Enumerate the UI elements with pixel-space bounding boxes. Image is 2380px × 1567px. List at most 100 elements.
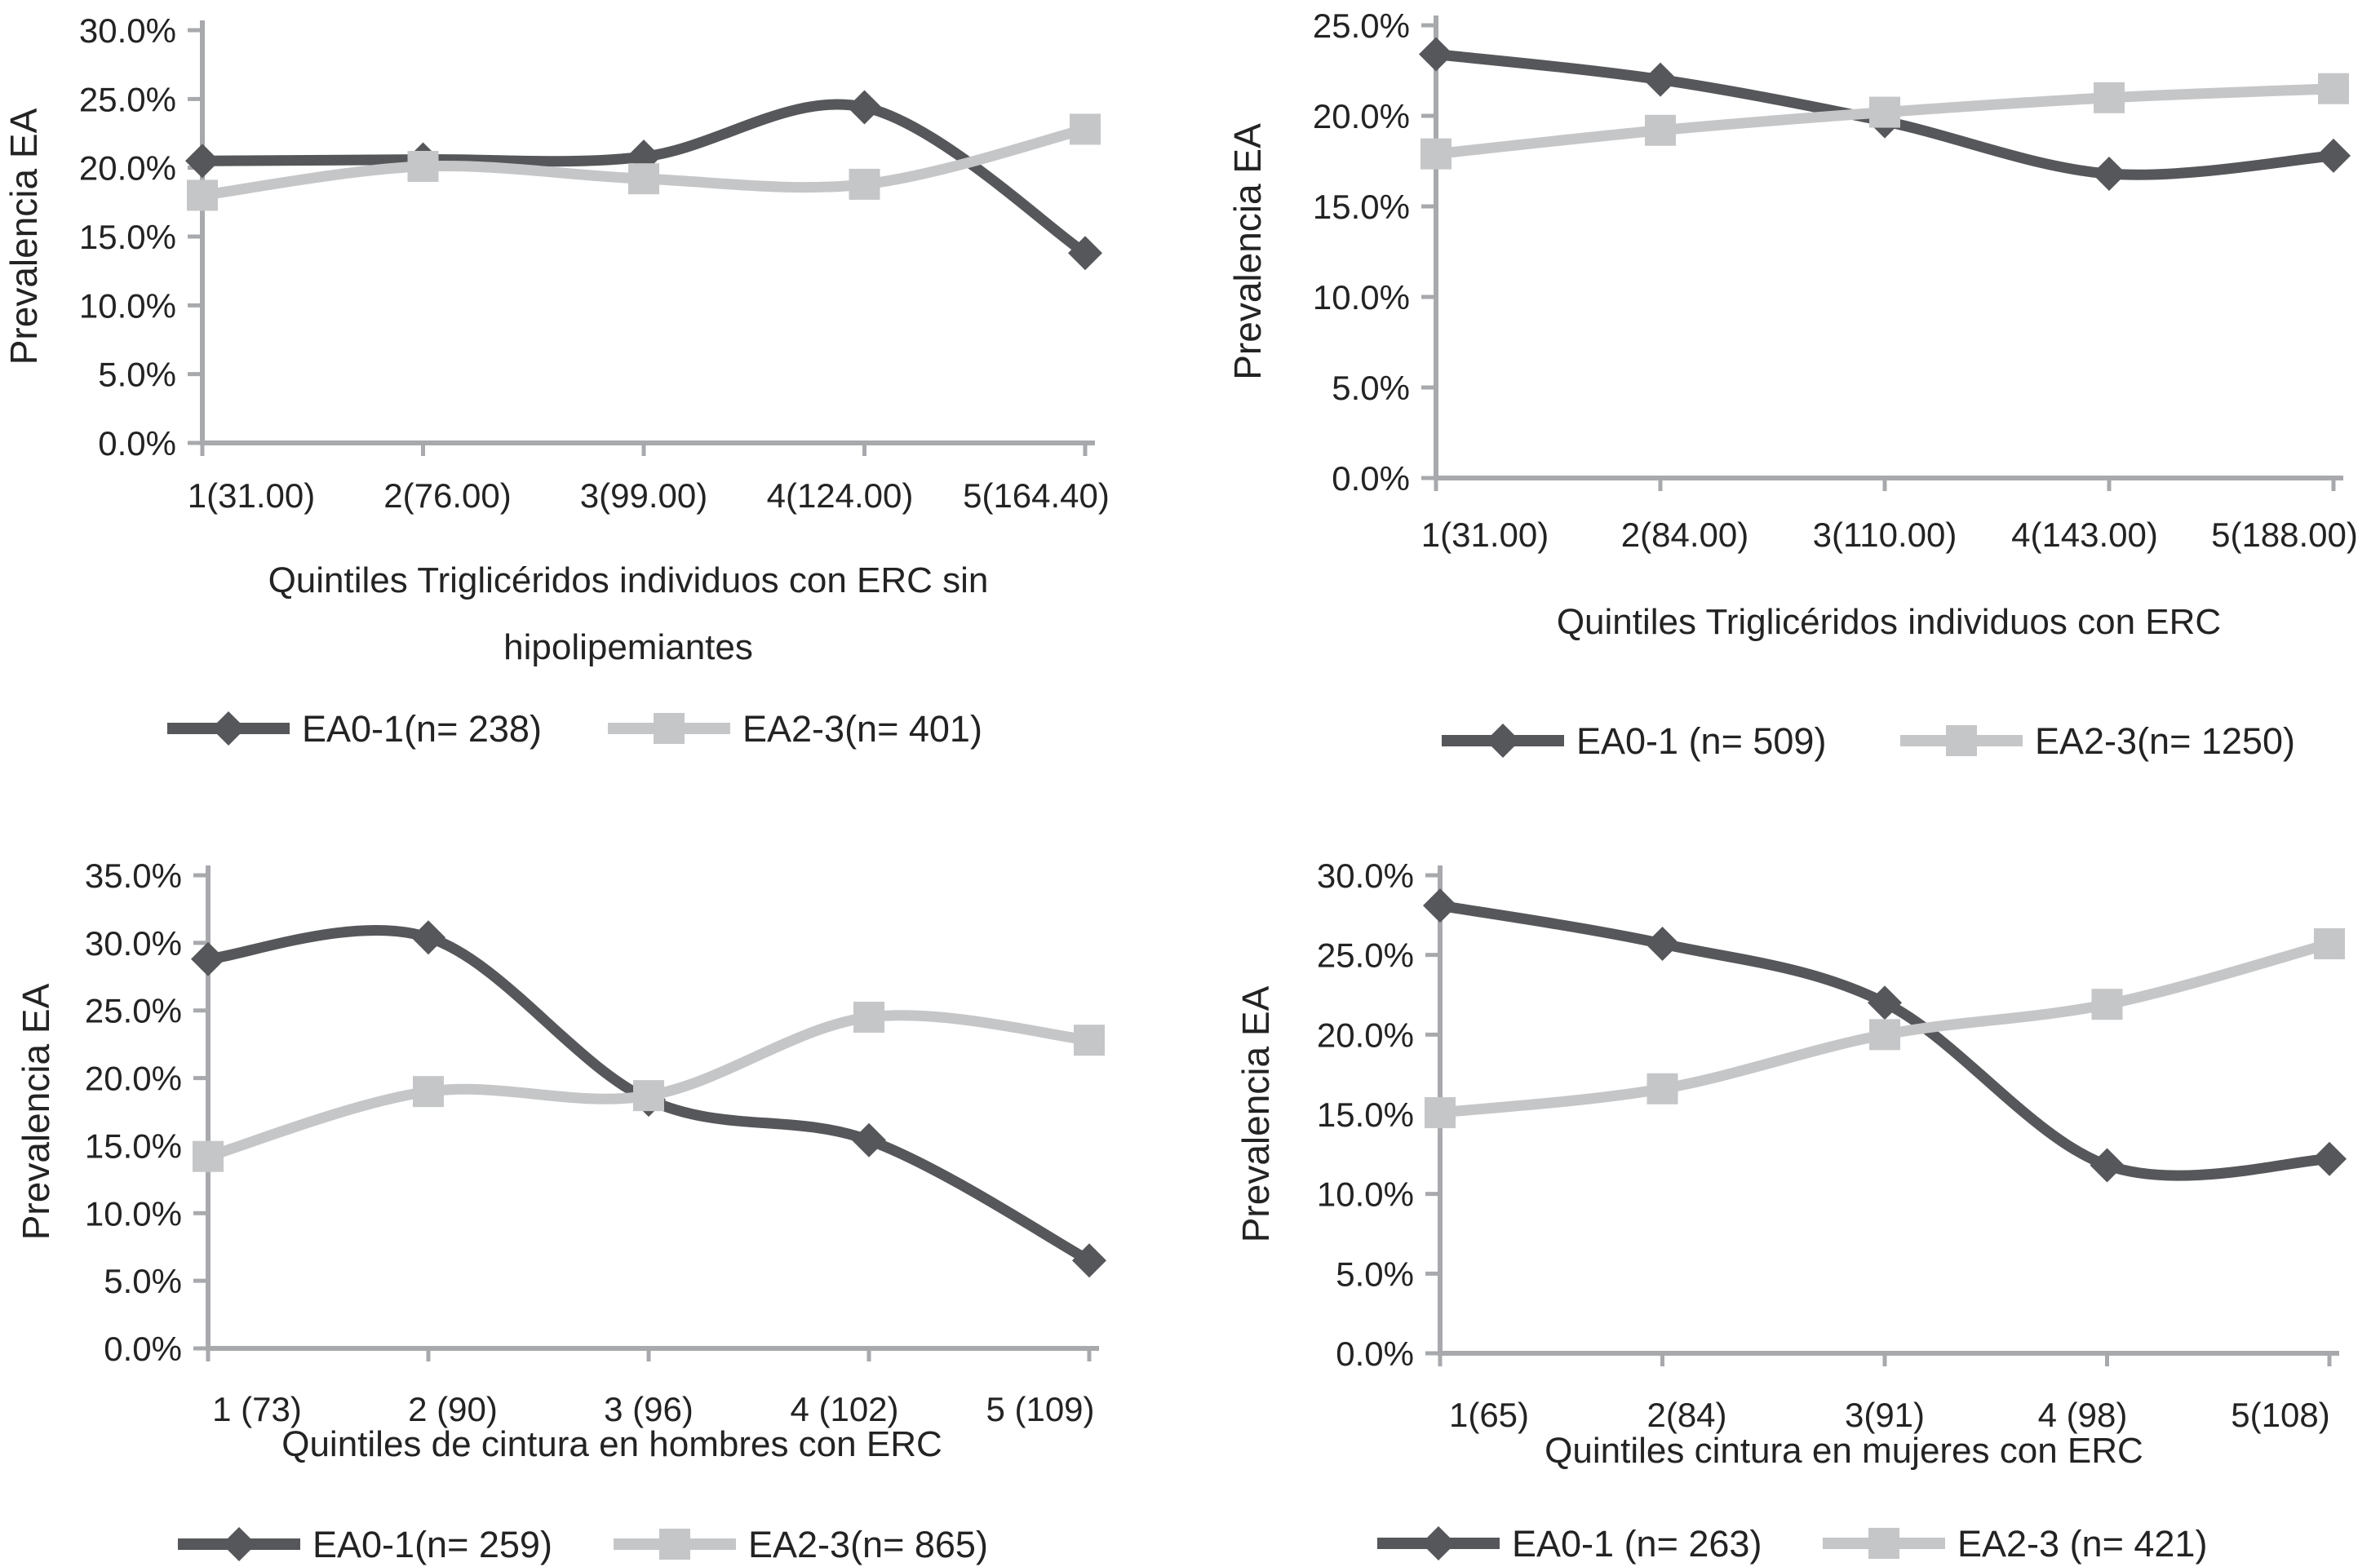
y-axis-title: Prevalencia EA <box>15 983 57 1240</box>
x-tick-label: 5 (109) <box>986 1390 1094 1428</box>
line-chart-svg: 0.0% 5.0% 10.0% 15.0% 20.0% 25.0% 30.0% 1(65) 2(… <box>1234 857 2347 1565</box>
legend-label: EA2-3(n= 1250) <box>2035 720 2295 762</box>
legend-label: EA0-1 (n= 263) <box>1512 1523 1762 1565</box>
x-tick-label: 5(108) <box>2231 1396 2329 1434</box>
x-tick-label: 1(31.00) <box>188 476 315 515</box>
y-tick-label: 15.0% <box>1317 1096 1414 1134</box>
marker-diamond <box>1868 985 1902 1020</box>
chart-title: Quintiles cintura en mujeres con ERC <box>1545 1431 2143 1471</box>
line-chart-svg: 0.0% 5.0% 10.0% 15.0% 20.0% 25.0% 1(31.00) 2(84… <box>1226 7 2358 762</box>
marker-square <box>1645 114 1676 146</box>
x-tick-label: 1(31.00) <box>1421 516 1549 554</box>
legend-label: EA0-1 (n= 509) <box>1576 720 1826 762</box>
marker-square <box>1946 725 1977 756</box>
y-tick-label: 25.0% <box>1313 7 1410 45</box>
x-tick-label: 3 (96) <box>604 1390 694 1428</box>
line-chart-svg: 0.0% 5.0% 10.0% 15.0% 20.0% 25.0% 30.0% 1(31.00… <box>2 11 1110 750</box>
legend-item: EA0-1(n= 238) <box>167 708 542 750</box>
legend-item: EA2-3(n= 1250) <box>1900 720 2295 762</box>
x-tick-label: 3(91) <box>1845 1396 1925 1434</box>
y-tick-label: 30.0% <box>85 924 182 963</box>
y-tick-label: 0.0% <box>1332 459 1410 498</box>
y-tick-label: 10.0% <box>79 286 176 325</box>
marker-square <box>1869 1019 1900 1051</box>
x-tick-label: 3(110.00) <box>1813 516 1957 554</box>
marker-diamond <box>2316 138 2351 173</box>
y-tick-label: 20.0% <box>1317 1016 1414 1054</box>
legend-label: EA2-3 (n= 421) <box>1957 1523 2207 1565</box>
x-tick-label: 2(76.00) <box>383 476 511 515</box>
marker-square <box>1868 1528 1899 1559</box>
x-tick-label: 1(65) <box>1449 1396 1529 1434</box>
y-tick-label: 0.0% <box>98 424 176 463</box>
y-tick-label: 20.0% <box>79 149 176 188</box>
chart-title: hipolipemiantes <box>503 627 753 667</box>
x-tick-label: 3(99.00) <box>580 476 707 515</box>
y-tick-label: 10.0% <box>1313 278 1410 316</box>
x-tick-label: 4 (102) <box>790 1390 898 1428</box>
y-tick-label: 15.0% <box>85 1127 182 1165</box>
x-tick-label: 2 (90) <box>408 1390 498 1428</box>
x-tick-label: 5(188.00) <box>2211 516 2358 554</box>
chart-title: Quintiles Triglicéridos individuos con E… <box>268 560 989 600</box>
y-tick-label: 5.0% <box>104 1262 182 1300</box>
marker-diamond <box>2092 157 2126 192</box>
marker-diamond <box>191 941 225 976</box>
marker-square <box>413 1076 444 1108</box>
y-axis-title: Prevalencia EA <box>2 108 45 365</box>
y-tick-label: 30.0% <box>1317 857 1414 895</box>
marker-square <box>1646 1073 1678 1104</box>
marker-square <box>1074 1025 1105 1056</box>
y-tick-label: 15.0% <box>1313 188 1410 226</box>
legend-label: EA2-3(n= 401) <box>742 708 982 750</box>
legend-item: EA2-3(n= 401) <box>608 708 982 750</box>
marker-diamond <box>1419 37 1453 72</box>
y-tick-label: 20.0% <box>1313 97 1410 135</box>
line-chart-svg: 0.0% 5.0% 10.0% 15.0% 20.0% 25.0% 30.0% 35.0% 1 … <box>15 857 1106 1565</box>
legend-item: EA2-3 (n= 421) <box>1823 1523 2207 1565</box>
y-tick-label: 20.0% <box>85 1060 182 1098</box>
marker-square <box>1070 113 1101 145</box>
marker-diamond <box>1486 724 1520 758</box>
y-axis-title: Prevalencia EA <box>1234 985 1277 1242</box>
y-tick-label: 0.0% <box>104 1330 182 1368</box>
y-tick-label: 25.0% <box>85 992 182 1030</box>
y-tick-label: 5.0% <box>98 356 176 394</box>
legend-item: EA0-1(n= 259) <box>178 1524 552 1565</box>
marker-square <box>2314 927 2345 959</box>
marker-square <box>2318 73 2349 104</box>
marker-diamond <box>1423 888 1457 923</box>
chart-title: Quintiles Triglicéridos individuos con E… <box>1557 602 2221 642</box>
y-tick-label: 35.0% <box>85 857 182 895</box>
marker-diamond <box>1072 1243 1106 1278</box>
legend-item: EA0-1 (n= 263) <box>1377 1523 1762 1565</box>
y-tick-label: 25.0% <box>1317 936 1414 975</box>
chart-cintura-mujeres-erc: 0.0% 5.0% 10.0% 15.0% 20.0% 25.0% 30.0% 1(65) 2(… <box>1191 799 2380 1567</box>
y-tick-label: 25.0% <box>79 80 176 118</box>
marker-diamond <box>1645 926 1680 961</box>
marker-diamond <box>211 711 246 746</box>
y-tick-label: 10.0% <box>85 1194 182 1233</box>
marker-square <box>1420 138 1451 170</box>
marker-square <box>2091 989 2123 1020</box>
y-tick-label: 10.0% <box>1317 1175 1414 1214</box>
x-tick-label: 2(84) <box>1646 1396 1726 1434</box>
marker-square <box>659 1529 690 1560</box>
marker-diamond <box>847 90 882 125</box>
y-axis-title: Prevalencia EA <box>1226 123 1269 380</box>
y-tick-label: 30.0% <box>79 11 176 50</box>
marker-diamond <box>2312 1141 2347 1176</box>
x-tick-label: 2(84.00) <box>1621 516 1748 554</box>
x-tick-label: 4(124.00) <box>767 476 914 515</box>
x-tick-label: 1 (73) <box>212 1390 302 1428</box>
legend-label: EA0-1(n= 238) <box>302 708 542 750</box>
x-tick-label: 5(164.40) <box>963 476 1110 515</box>
legend-item: EA2-3(n= 865) <box>614 1524 988 1565</box>
marker-diamond <box>2090 1148 2125 1183</box>
chart-trigliceridos-erc: 0.0% 5.0% 10.0% 15.0% 20.0% 25.0% 1(31.00) 2(84… <box>1191 0 2380 799</box>
marker-diamond <box>411 920 445 955</box>
marker-square <box>1869 96 1900 128</box>
marker-square <box>1425 1097 1456 1129</box>
marker-square <box>853 1002 884 1033</box>
